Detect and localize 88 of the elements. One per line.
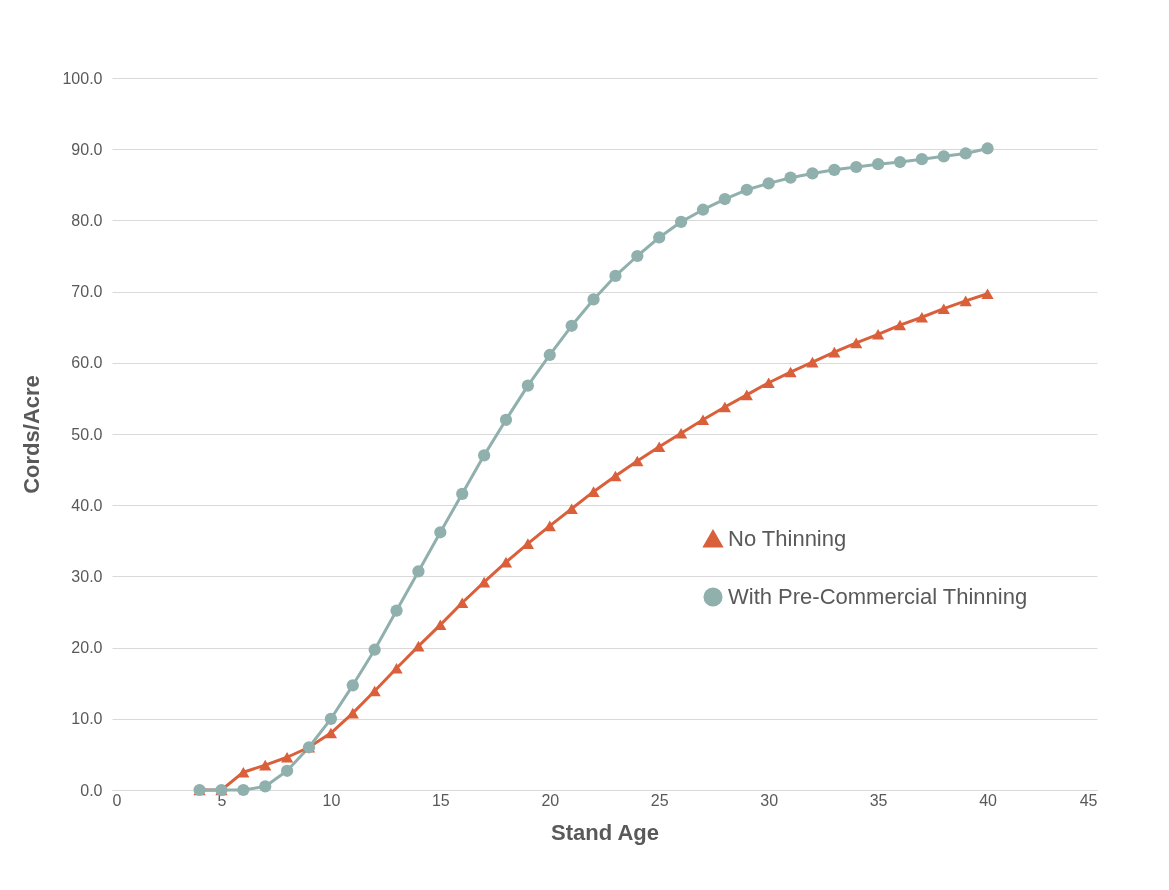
point xyxy=(893,155,907,169)
point xyxy=(324,712,338,725)
point xyxy=(915,311,929,323)
point xyxy=(368,643,381,656)
y-tick-label: 50.0 xyxy=(71,425,103,443)
point xyxy=(959,147,972,160)
point xyxy=(324,727,338,739)
point xyxy=(893,319,907,331)
point xyxy=(915,153,929,166)
y-tick-label: 70.0 xyxy=(71,283,103,301)
point xyxy=(499,413,513,426)
y-tick-label: 60.0 xyxy=(71,354,103,372)
point xyxy=(477,576,491,588)
y-tick-label: 40.0 xyxy=(71,496,103,514)
point xyxy=(477,449,491,462)
x-tick-label: 0 xyxy=(112,791,122,809)
point xyxy=(259,780,272,793)
point xyxy=(937,150,950,163)
point xyxy=(434,619,447,631)
point xyxy=(828,346,841,358)
point xyxy=(784,366,797,378)
x-tick-label: 30 xyxy=(760,791,779,809)
point xyxy=(499,556,513,568)
point xyxy=(412,565,425,578)
point xyxy=(653,231,666,244)
x-tick-label: 10 xyxy=(322,791,341,809)
point xyxy=(653,441,666,453)
point xyxy=(740,183,753,196)
point xyxy=(696,414,710,426)
point xyxy=(609,470,622,482)
point xyxy=(237,783,250,797)
legend-label: With Pre-Commercial Thinning xyxy=(728,584,1028,609)
point xyxy=(674,427,688,439)
point xyxy=(565,319,578,332)
point xyxy=(587,293,600,306)
point xyxy=(521,538,535,549)
point xyxy=(718,192,732,206)
y-tick-label: 0.0 xyxy=(80,781,103,799)
point xyxy=(521,379,535,392)
point xyxy=(981,288,994,300)
y-tick-label: 90.0 xyxy=(71,140,103,158)
point xyxy=(237,766,250,778)
point xyxy=(259,759,272,771)
point xyxy=(412,640,425,652)
y-tick-label: 30.0 xyxy=(71,567,103,585)
x-tick-label: 25 xyxy=(650,791,669,809)
y-tick-label: 10.0 xyxy=(71,710,103,728)
point xyxy=(828,163,841,176)
point xyxy=(390,662,403,674)
point xyxy=(280,751,294,763)
legend-label: No Thinning xyxy=(728,526,847,551)
point xyxy=(740,389,753,401)
point xyxy=(631,249,644,263)
point xyxy=(543,348,556,362)
point xyxy=(434,526,447,539)
point xyxy=(346,679,359,692)
point xyxy=(806,356,819,368)
point xyxy=(368,685,381,697)
point xyxy=(762,377,775,389)
x-axis-title: Stand Age xyxy=(551,819,659,845)
y-axis-title: Cords/Acre xyxy=(19,375,45,494)
y-tick-label: 80.0 xyxy=(71,211,103,229)
point xyxy=(981,142,994,155)
point xyxy=(784,171,797,184)
x-tick-label: 35 xyxy=(869,791,888,809)
point xyxy=(850,337,863,349)
point xyxy=(456,597,469,609)
point xyxy=(390,604,403,617)
y-tick-label: 100.0 xyxy=(62,69,103,87)
point xyxy=(871,329,885,340)
point xyxy=(456,487,469,500)
x-tick-label: 40 xyxy=(979,791,998,809)
point xyxy=(806,167,819,180)
point xyxy=(762,177,775,190)
x-tick-label: 20 xyxy=(541,791,560,809)
point xyxy=(674,215,688,228)
x-tick-label: 45 xyxy=(1079,791,1098,809)
point xyxy=(696,203,710,216)
point xyxy=(280,764,294,777)
point xyxy=(937,303,950,314)
point xyxy=(959,295,972,307)
point xyxy=(871,158,885,171)
point xyxy=(718,401,732,413)
x-tick-label: 15 xyxy=(431,791,450,809)
y-tick-label: 20.0 xyxy=(71,639,103,657)
point xyxy=(631,455,644,467)
point xyxy=(609,269,622,283)
point xyxy=(850,160,863,174)
